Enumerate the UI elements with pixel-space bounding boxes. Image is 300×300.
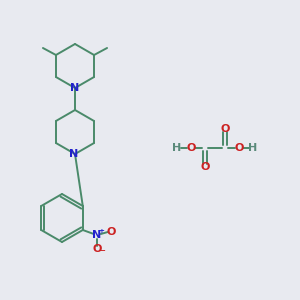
Text: O: O: [106, 227, 116, 237]
Text: H: H: [172, 143, 182, 153]
Text: O: O: [200, 162, 210, 172]
Text: O: O: [234, 143, 244, 153]
Text: O: O: [92, 244, 101, 254]
Text: −: −: [98, 247, 105, 256]
Text: O: O: [220, 124, 230, 134]
Text: N: N: [92, 230, 101, 240]
Text: H: H: [248, 143, 258, 153]
Text: O: O: [186, 143, 196, 153]
Text: N: N: [70, 83, 80, 93]
Text: +: +: [98, 228, 104, 234]
Text: N: N: [69, 149, 79, 159]
